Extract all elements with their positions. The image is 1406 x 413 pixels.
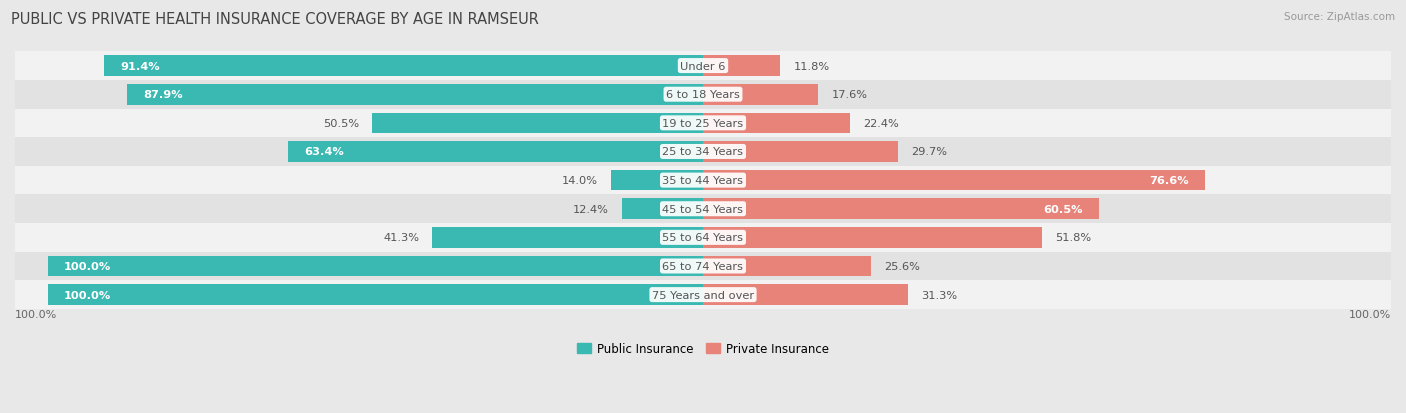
- Text: 11.8%: 11.8%: [793, 62, 830, 71]
- Text: 6 to 18 Years: 6 to 18 Years: [666, 90, 740, 100]
- Text: 91.4%: 91.4%: [121, 62, 160, 71]
- Bar: [703, 171, 1205, 191]
- Bar: [15, 252, 1391, 280]
- Text: PUBLIC VS PRIVATE HEALTH INSURANCE COVERAGE BY AGE IN RAMSEUR: PUBLIC VS PRIVATE HEALTH INSURANCE COVER…: [11, 12, 538, 27]
- Text: 63.4%: 63.4%: [304, 147, 343, 157]
- Bar: [15, 81, 1391, 109]
- Bar: [48, 256, 703, 277]
- Legend: Public Insurance, Private Insurance: Public Insurance, Private Insurance: [572, 337, 834, 360]
- Bar: [703, 85, 818, 105]
- Bar: [15, 195, 1391, 223]
- Bar: [15, 223, 1391, 252]
- Text: 87.9%: 87.9%: [143, 90, 183, 100]
- Text: 14.0%: 14.0%: [562, 176, 598, 186]
- Text: 50.5%: 50.5%: [323, 119, 359, 128]
- Text: 25.6%: 25.6%: [884, 261, 920, 271]
- Bar: [373, 113, 703, 134]
- Text: 51.8%: 51.8%: [1056, 233, 1091, 243]
- Text: 100.0%: 100.0%: [65, 261, 111, 271]
- Text: 19 to 25 Years: 19 to 25 Years: [662, 119, 744, 128]
- Bar: [703, 113, 849, 134]
- Text: 100.0%: 100.0%: [1348, 309, 1391, 319]
- Bar: [104, 56, 703, 77]
- Bar: [288, 142, 703, 162]
- Text: 35 to 44 Years: 35 to 44 Years: [662, 176, 744, 186]
- Text: 12.4%: 12.4%: [572, 204, 609, 214]
- Text: 22.4%: 22.4%: [863, 119, 898, 128]
- Bar: [15, 52, 1391, 81]
- Bar: [703, 56, 780, 77]
- Bar: [703, 199, 1099, 219]
- Bar: [703, 285, 908, 305]
- Text: 76.6%: 76.6%: [1149, 176, 1188, 186]
- Bar: [703, 142, 897, 162]
- Text: 55 to 64 Years: 55 to 64 Years: [662, 233, 744, 243]
- Bar: [15, 280, 1391, 309]
- Bar: [15, 166, 1391, 195]
- Text: 100.0%: 100.0%: [65, 290, 111, 300]
- Text: 65 to 74 Years: 65 to 74 Years: [662, 261, 744, 271]
- Bar: [48, 285, 703, 305]
- Text: 100.0%: 100.0%: [15, 309, 58, 319]
- Bar: [612, 171, 703, 191]
- Bar: [433, 228, 703, 248]
- Bar: [15, 138, 1391, 166]
- Text: Source: ZipAtlas.com: Source: ZipAtlas.com: [1284, 12, 1395, 22]
- Bar: [703, 228, 1042, 248]
- Text: 60.5%: 60.5%: [1043, 204, 1083, 214]
- Text: 17.6%: 17.6%: [831, 90, 868, 100]
- Text: 29.7%: 29.7%: [911, 147, 946, 157]
- Text: 45 to 54 Years: 45 to 54 Years: [662, 204, 744, 214]
- Text: 25 to 34 Years: 25 to 34 Years: [662, 147, 744, 157]
- Text: 41.3%: 41.3%: [384, 233, 419, 243]
- Bar: [127, 85, 703, 105]
- Bar: [621, 199, 703, 219]
- Text: 31.3%: 31.3%: [921, 290, 957, 300]
- Bar: [703, 256, 870, 277]
- Text: Under 6: Under 6: [681, 62, 725, 71]
- Text: 75 Years and over: 75 Years and over: [652, 290, 754, 300]
- Bar: [15, 109, 1391, 138]
